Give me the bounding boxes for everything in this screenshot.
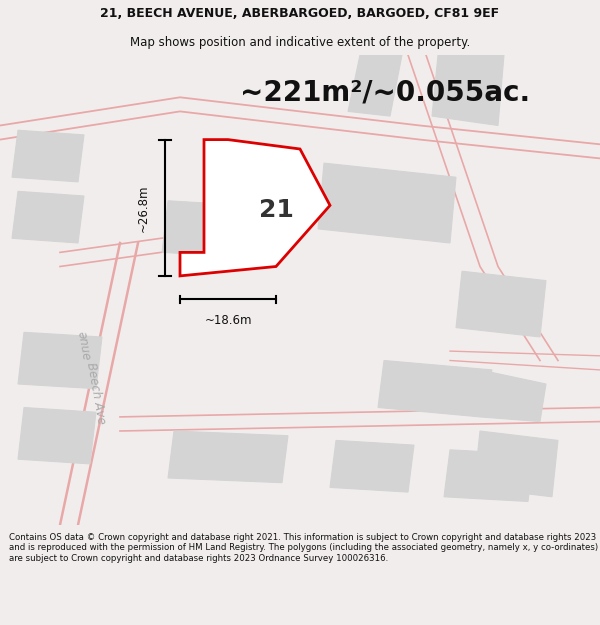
Text: ənue: ənue [75,331,93,362]
Text: Beech Ave: Beech Ave [84,361,108,425]
Polygon shape [12,130,84,182]
Polygon shape [318,163,456,243]
Polygon shape [456,271,546,337]
Text: 21: 21 [259,198,293,222]
Text: ~26.8m: ~26.8m [137,184,150,231]
Polygon shape [378,361,492,417]
Text: Contains OS data © Crown copyright and database right 2021. This information is : Contains OS data © Crown copyright and d… [9,533,598,562]
Polygon shape [168,431,288,482]
Polygon shape [162,201,246,257]
Text: Map shows position and indicative extent of the property.: Map shows position and indicative extent… [130,36,470,49]
Polygon shape [444,450,534,501]
Polygon shape [18,332,102,389]
Polygon shape [432,55,504,126]
Polygon shape [18,408,96,464]
Polygon shape [180,139,330,276]
Polygon shape [474,431,558,497]
Polygon shape [348,55,402,116]
Polygon shape [480,370,546,422]
Text: ~18.6m: ~18.6m [204,314,252,326]
Polygon shape [12,191,84,243]
Text: 21, BEECH AVENUE, ABERBARGOED, BARGOED, CF81 9EF: 21, BEECH AVENUE, ABERBARGOED, BARGOED, … [100,8,500,20]
Text: ~221m²/~0.055ac.: ~221m²/~0.055ac. [240,79,530,107]
Polygon shape [330,441,414,492]
